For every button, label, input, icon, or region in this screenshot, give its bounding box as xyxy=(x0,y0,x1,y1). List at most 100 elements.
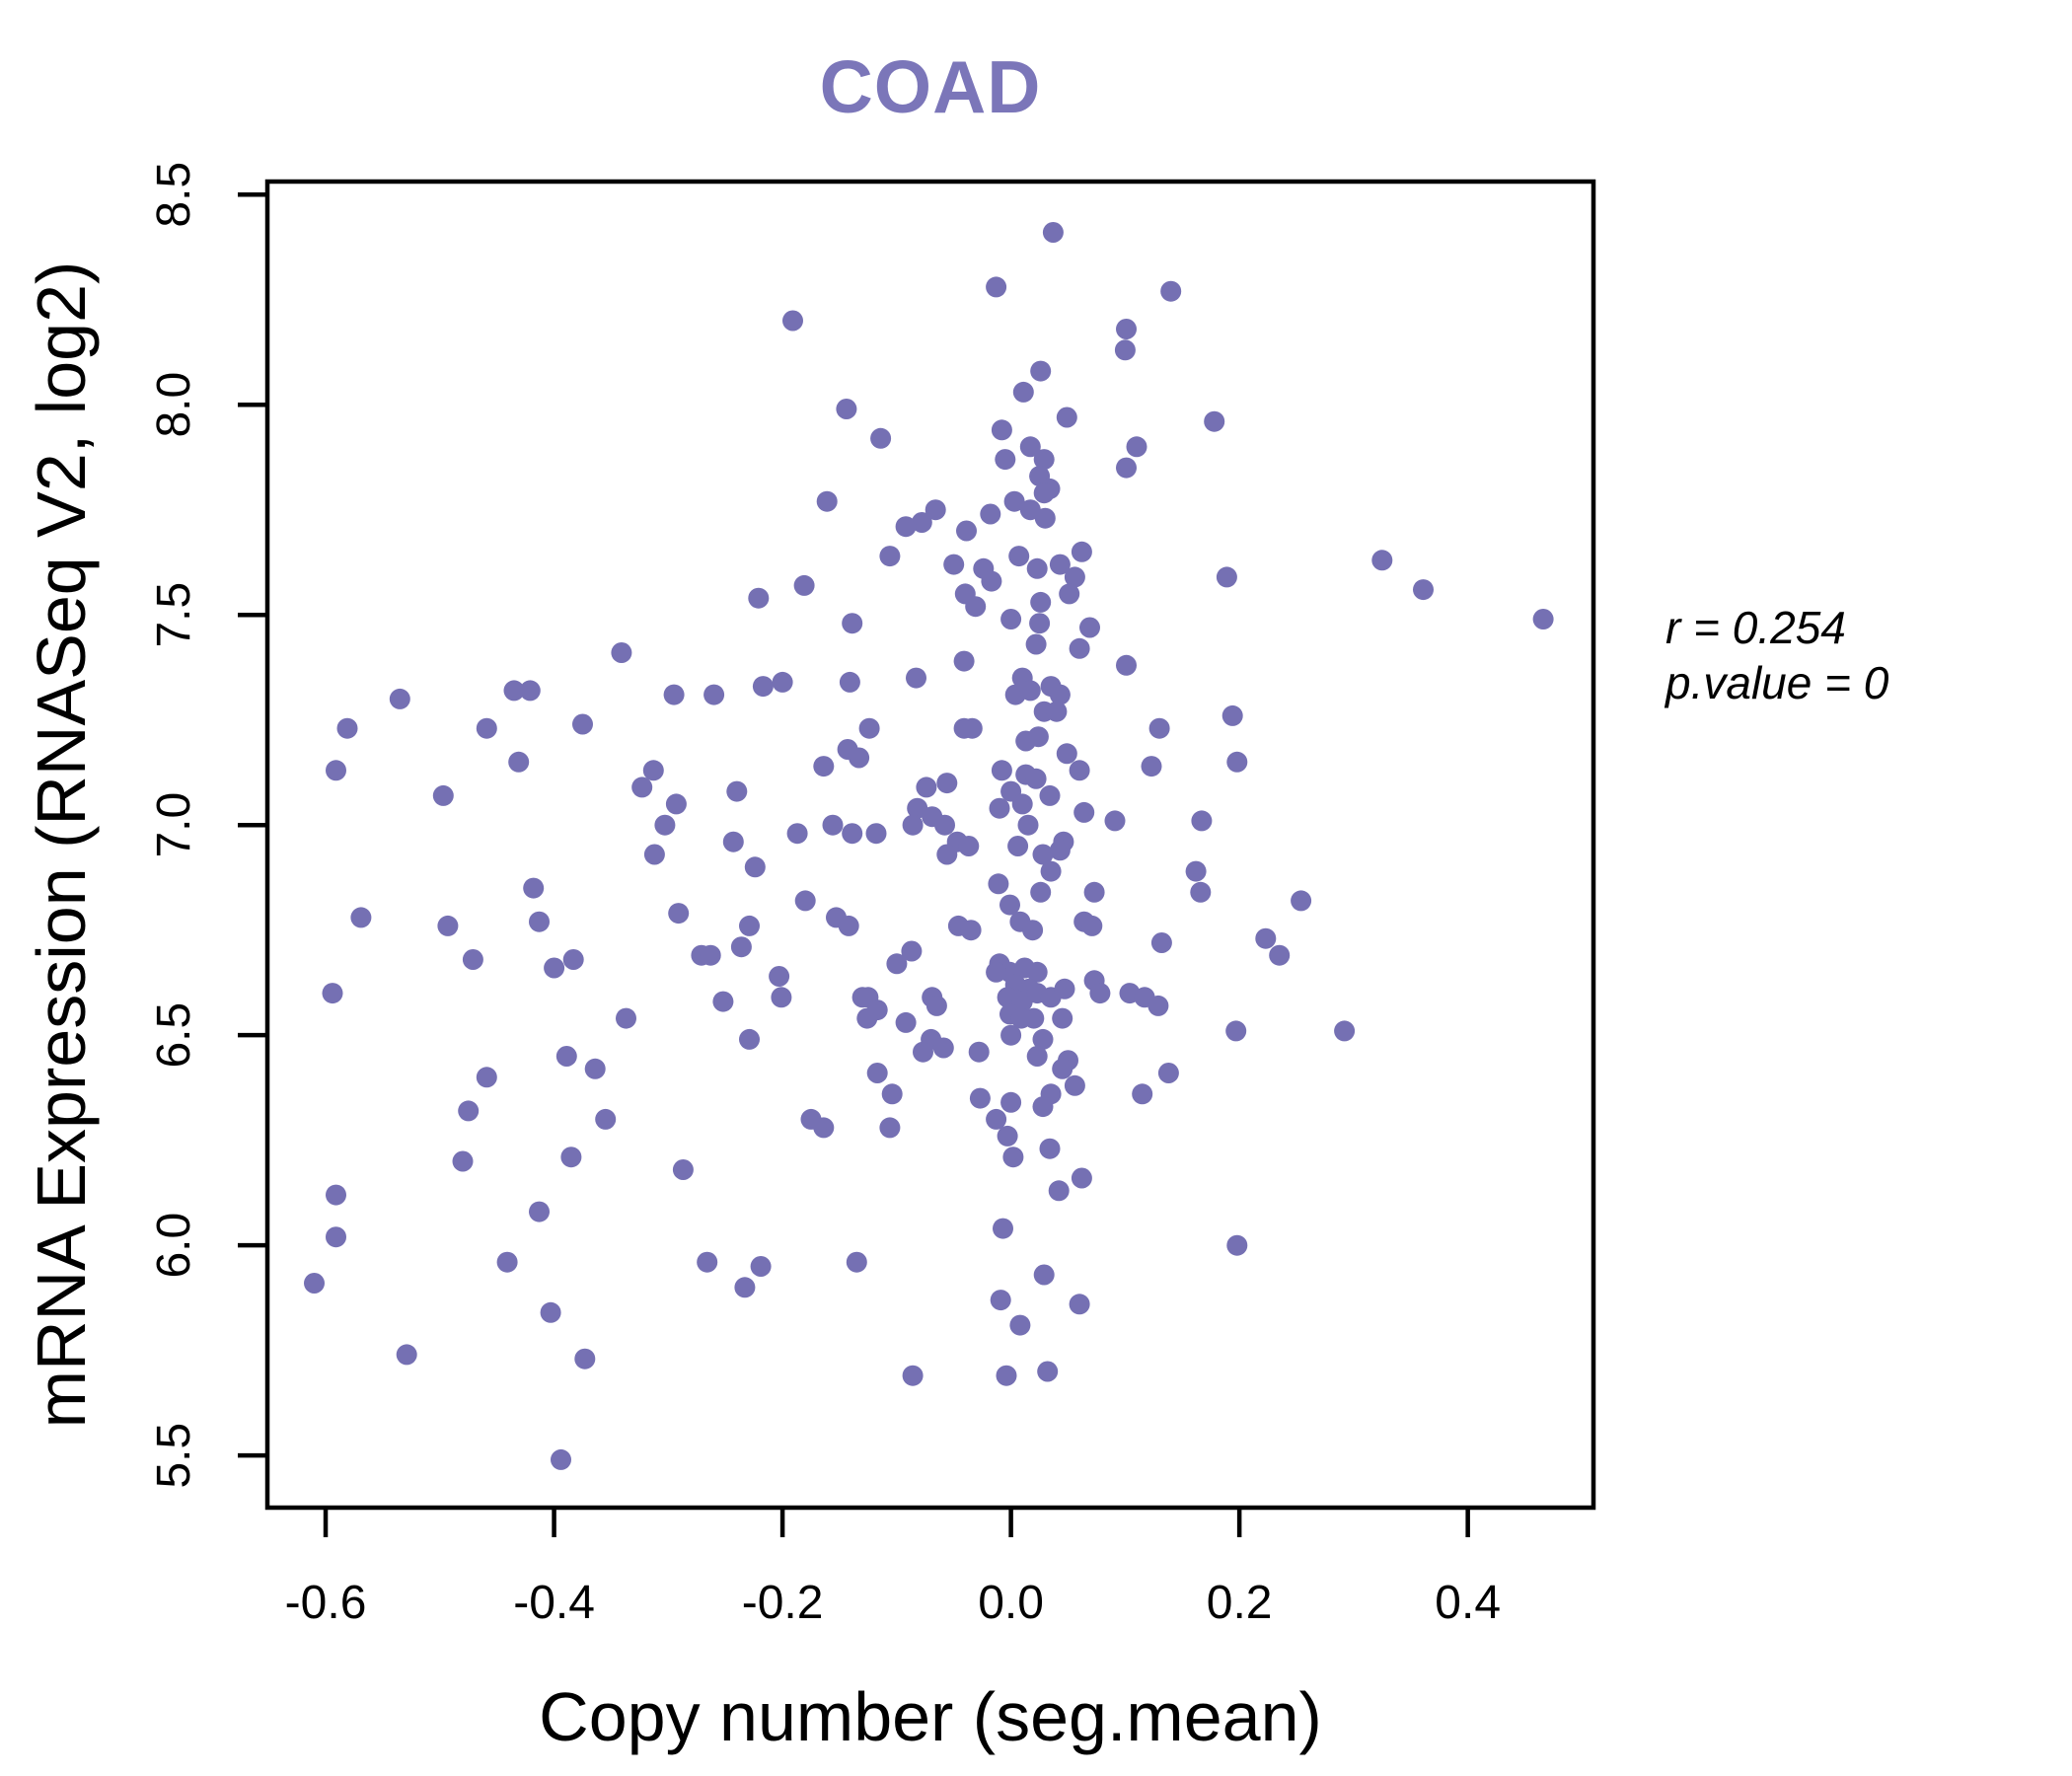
data-point xyxy=(1083,881,1105,903)
data-point xyxy=(813,756,835,777)
x-tick-label: 0.2 xyxy=(1207,1577,1273,1629)
y-tick-label: 6.0 xyxy=(148,1213,200,1279)
data-point xyxy=(672,1159,694,1180)
data-point xyxy=(793,574,815,596)
data-point xyxy=(462,949,483,970)
y-tick-label: 7.0 xyxy=(148,792,200,858)
data-point xyxy=(1000,1091,1022,1113)
data-point xyxy=(953,650,975,672)
data-point xyxy=(1026,961,1048,983)
y-axis-ticks: 5.5 6.0 6.5 7.0 7.5 8.0 8.5 xyxy=(148,162,267,1489)
data-point xyxy=(1334,1020,1356,1042)
data-point xyxy=(748,587,770,609)
data-point xyxy=(739,1028,760,1050)
data-point xyxy=(934,814,955,836)
data-point xyxy=(786,823,808,845)
data-point xyxy=(1126,436,1147,458)
data-point xyxy=(1059,583,1080,605)
data-point xyxy=(1026,557,1048,579)
data-point xyxy=(886,953,908,975)
data-point xyxy=(782,310,803,332)
data-point xyxy=(1032,844,1054,865)
data-point xyxy=(326,760,346,781)
data-point xyxy=(1022,920,1044,941)
data-point xyxy=(1069,760,1090,781)
data-point xyxy=(1064,566,1085,588)
data-point xyxy=(990,1290,1011,1311)
data-point xyxy=(1150,932,1172,953)
data-point xyxy=(996,1365,1017,1386)
data-point xyxy=(943,554,965,575)
data-point xyxy=(1116,319,1137,339)
data-point xyxy=(665,793,687,815)
data-point xyxy=(902,814,924,836)
data-point xyxy=(1009,1314,1031,1336)
correlation-annotation: r = 0.254 p.value = 0 xyxy=(1665,600,1888,710)
data-point xyxy=(895,516,917,538)
y-tick-label: 5.5 xyxy=(148,1423,200,1489)
scatter-points-layer xyxy=(304,222,1554,1470)
y-tick-label: 7.5 xyxy=(148,582,200,648)
data-point xyxy=(993,1218,1013,1239)
data-point xyxy=(1157,1063,1179,1083)
data-point xyxy=(432,784,454,806)
data-point xyxy=(555,1046,577,1067)
data-point xyxy=(523,877,545,899)
y-tick-label: 8.0 xyxy=(148,372,200,438)
data-point xyxy=(1269,944,1291,966)
data-point xyxy=(1019,436,1041,458)
data-point xyxy=(1025,768,1047,789)
data-point xyxy=(1069,1294,1090,1315)
data-point xyxy=(1185,860,1207,882)
data-point xyxy=(700,944,721,966)
data-point xyxy=(913,1041,933,1063)
data-point xyxy=(870,427,892,449)
data-point xyxy=(1033,449,1055,471)
data-point xyxy=(595,1108,617,1130)
y-tick-label: 8.5 xyxy=(148,162,200,228)
data-point xyxy=(1037,1361,1059,1382)
data-point xyxy=(503,680,525,702)
data-point xyxy=(1030,881,1052,903)
data-point xyxy=(1081,915,1103,936)
data-point xyxy=(389,688,410,709)
y-tick-label: 6.5 xyxy=(148,1002,200,1069)
data-point xyxy=(697,1251,718,1273)
data-point xyxy=(839,671,860,693)
data-point xyxy=(986,961,1007,983)
data-point xyxy=(1226,751,1248,773)
data-point xyxy=(1191,810,1213,832)
data-point xyxy=(1132,1083,1153,1105)
data-point xyxy=(1042,222,1064,243)
data-point xyxy=(981,570,1002,592)
data-point xyxy=(1054,978,1075,999)
data-point xyxy=(350,907,372,928)
plot-area-border xyxy=(264,179,1596,1511)
data-point xyxy=(936,773,958,794)
data-point xyxy=(822,814,844,836)
data-point xyxy=(508,751,530,773)
data-point xyxy=(969,1087,991,1109)
data-point xyxy=(865,823,887,845)
data-point xyxy=(925,995,947,1016)
data-point xyxy=(1190,881,1212,903)
data-point xyxy=(703,684,725,705)
data-point xyxy=(1056,743,1077,765)
data-point xyxy=(968,1041,990,1063)
data-point xyxy=(1221,704,1243,726)
data-point xyxy=(1012,381,1034,403)
data-point xyxy=(631,777,653,798)
data-point xyxy=(866,1063,888,1083)
data-point xyxy=(712,991,734,1012)
data-point xyxy=(1011,793,1033,815)
data-point xyxy=(1116,457,1137,479)
data-point xyxy=(1027,726,1049,748)
data-point xyxy=(1225,1020,1247,1042)
data-point xyxy=(1071,541,1092,562)
data-point xyxy=(1255,927,1277,949)
data-point xyxy=(560,1147,582,1168)
data-point xyxy=(1008,546,1030,567)
data-point xyxy=(1056,407,1077,428)
data-point xyxy=(663,684,685,705)
